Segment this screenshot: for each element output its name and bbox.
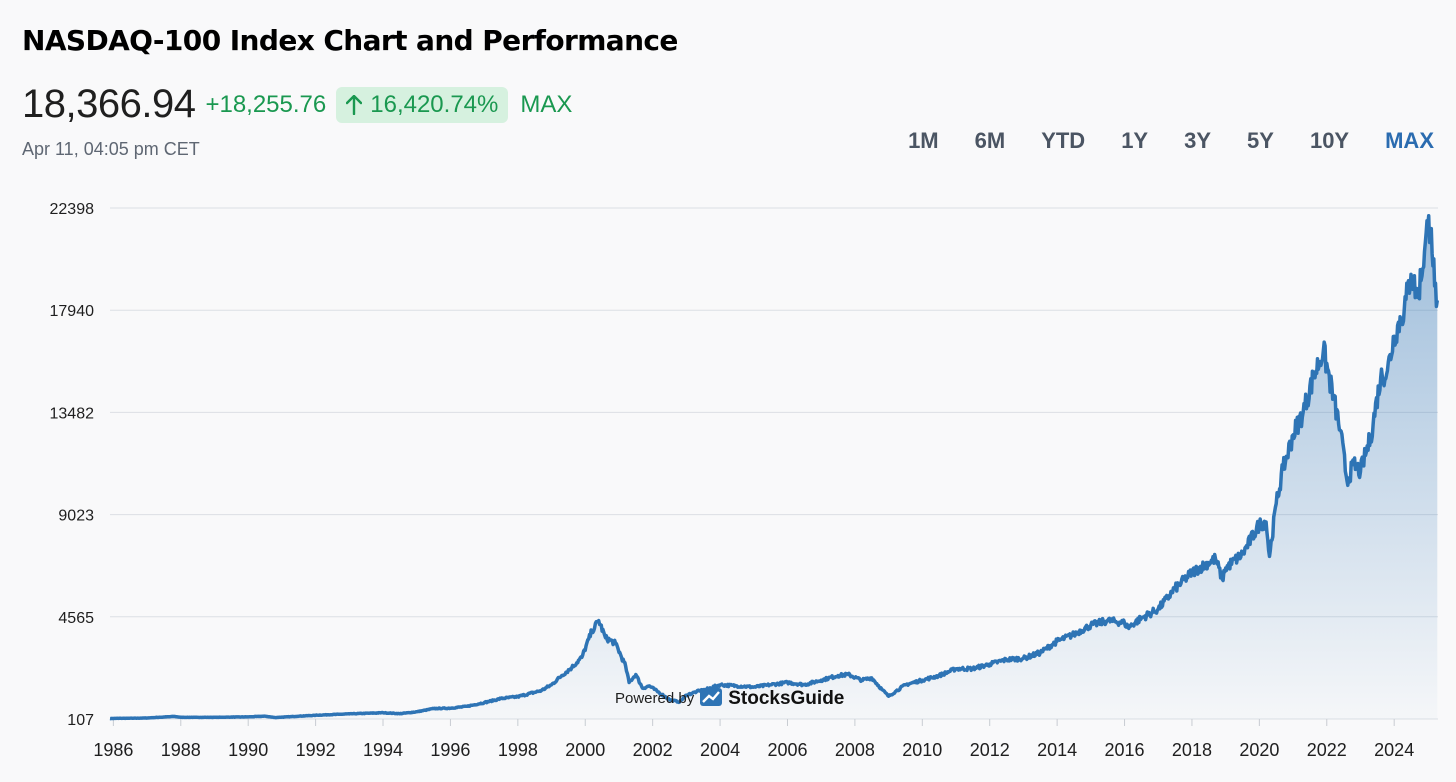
range-button-1y[interactable]: 1Y <box>1121 128 1149 153</box>
x-tick-label: 1986 <box>93 740 133 760</box>
x-tick-label: 2002 <box>633 740 673 760</box>
range-button-max[interactable]: MAX <box>1385 128 1434 153</box>
range-button-10y[interactable]: 10Y <box>1309 128 1350 153</box>
x-tick-label: 2008 <box>835 740 875 760</box>
price-row: 18,366.94 +18,255.76 16,420.74% MAX <box>22 82 572 127</box>
y-axis-ticks: 107 4565 9023 13482 17940 22398 <box>50 201 95 729</box>
series-area <box>110 215 1438 720</box>
y-tick-label: 4565 <box>58 610 94 627</box>
x-tick-label: 2014 <box>1037 740 1077 760</box>
range-button-3y[interactable]: 3Y <box>1184 128 1212 153</box>
powered-by-label: Powered by <box>615 690 695 707</box>
x-tick-label: 1988 <box>161 740 201 760</box>
x-tick-label: 2012 <box>970 740 1010 760</box>
x-tick-label: 2018 <box>1172 740 1212 760</box>
y-tick-label: 13482 <box>50 405 95 422</box>
x-tick-label: 2006 <box>767 740 807 760</box>
x-tick-label: 2024 <box>1374 740 1414 760</box>
y-tick-label: 9023 <box>58 508 94 525</box>
range-button-1m[interactable]: 1M <box>908 128 939 153</box>
y-tick-label: 22398 <box>50 201 95 218</box>
range-button-5y[interactable]: 5Y <box>1247 128 1274 153</box>
watermark: Powered by StocksGuide <box>615 686 844 711</box>
x-tick-label: 1994 <box>363 740 403 760</box>
percent-change-value: 16,420.74% <box>370 90 499 118</box>
x-tick-label: 1990 <box>228 740 268 760</box>
x-axis-ticks: 1986 1988 1990 1992 1994 1996 1998 2000 2002 2004… <box>93 719 1414 760</box>
percent-change-badge: 16,420.74% <box>336 86 509 123</box>
series-line <box>109 214 1440 721</box>
x-tick-label: 2004 <box>700 740 740 760</box>
x-tick-label: 2022 <box>1307 740 1347 760</box>
y-tick-label: 17940 <box>50 303 95 320</box>
range-selector: 1M 6M YTD 1Y 3Y 5Y 10Y MAX <box>872 128 1434 154</box>
x-tick-label: 2020 <box>1239 740 1279 760</box>
selected-range-label: MAX <box>520 90 573 118</box>
stocksguide-logo-icon <box>700 686 723 711</box>
x-tick-label: 2010 <box>902 740 942 760</box>
x-tick-label: 2016 <box>1105 740 1145 760</box>
absolute-change: +18,255.76 <box>205 90 327 118</box>
x-tick-label: 1992 <box>296 740 336 760</box>
range-button-ytd[interactable]: YTD <box>1041 128 1086 153</box>
range-button-6m[interactable]: 6M <box>974 128 1006 153</box>
page-title: NASDAQ-100 Index Chart and Performance <box>22 24 678 57</box>
stocksguide-brand: StocksGuide <box>728 687 845 709</box>
current-price: 18,366.94 <box>22 82 196 126</box>
timestamp: Apr 11, 04:05 pm CET <box>22 139 200 159</box>
arrow-up-icon <box>346 94 363 115</box>
x-tick-label: 1996 <box>430 740 470 760</box>
x-tick-label: 2000 <box>565 740 605 760</box>
x-tick-label: 1998 <box>498 740 538 760</box>
y-tick-label: 107 <box>67 712 94 729</box>
